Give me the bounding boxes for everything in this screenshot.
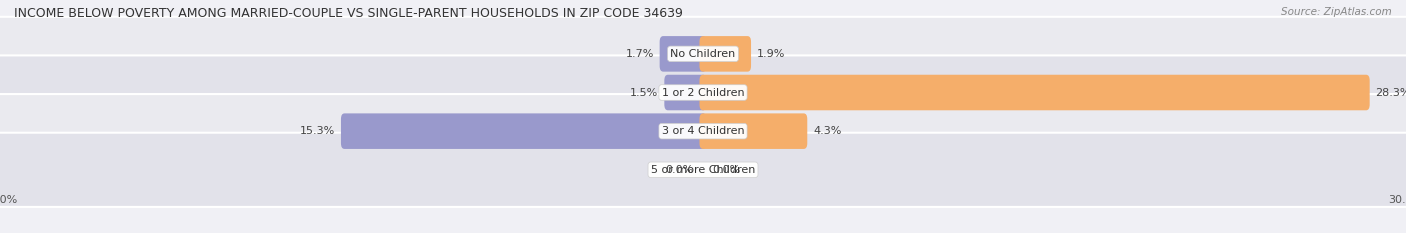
FancyBboxPatch shape	[659, 36, 707, 72]
Text: 28.3%: 28.3%	[1375, 88, 1406, 98]
FancyBboxPatch shape	[0, 17, 1406, 91]
Text: INCOME BELOW POVERTY AMONG MARRIED-COUPLE VS SINGLE-PARENT HOUSEHOLDS IN ZIP COD: INCOME BELOW POVERTY AMONG MARRIED-COUPL…	[14, 7, 683, 20]
Text: Source: ZipAtlas.com: Source: ZipAtlas.com	[1281, 7, 1392, 17]
Text: 3 or 4 Children: 3 or 4 Children	[662, 126, 744, 136]
Text: 15.3%: 15.3%	[299, 126, 335, 136]
FancyBboxPatch shape	[0, 55, 1406, 130]
Text: 1.5%: 1.5%	[630, 88, 658, 98]
FancyBboxPatch shape	[340, 113, 707, 149]
Text: 1.9%: 1.9%	[756, 49, 786, 59]
Text: No Children: No Children	[671, 49, 735, 59]
FancyBboxPatch shape	[700, 113, 807, 149]
Text: 1 or 2 Children: 1 or 2 Children	[662, 88, 744, 98]
Text: 4.3%: 4.3%	[813, 126, 842, 136]
Text: 5 or more Children: 5 or more Children	[651, 165, 755, 175]
FancyBboxPatch shape	[665, 75, 707, 110]
FancyBboxPatch shape	[700, 75, 1369, 110]
Text: 0.0%: 0.0%	[665, 165, 693, 175]
FancyBboxPatch shape	[0, 133, 1406, 207]
Text: 1.7%: 1.7%	[626, 49, 654, 59]
Text: 0.0%: 0.0%	[713, 165, 741, 175]
FancyBboxPatch shape	[700, 36, 751, 72]
FancyBboxPatch shape	[0, 94, 1406, 168]
